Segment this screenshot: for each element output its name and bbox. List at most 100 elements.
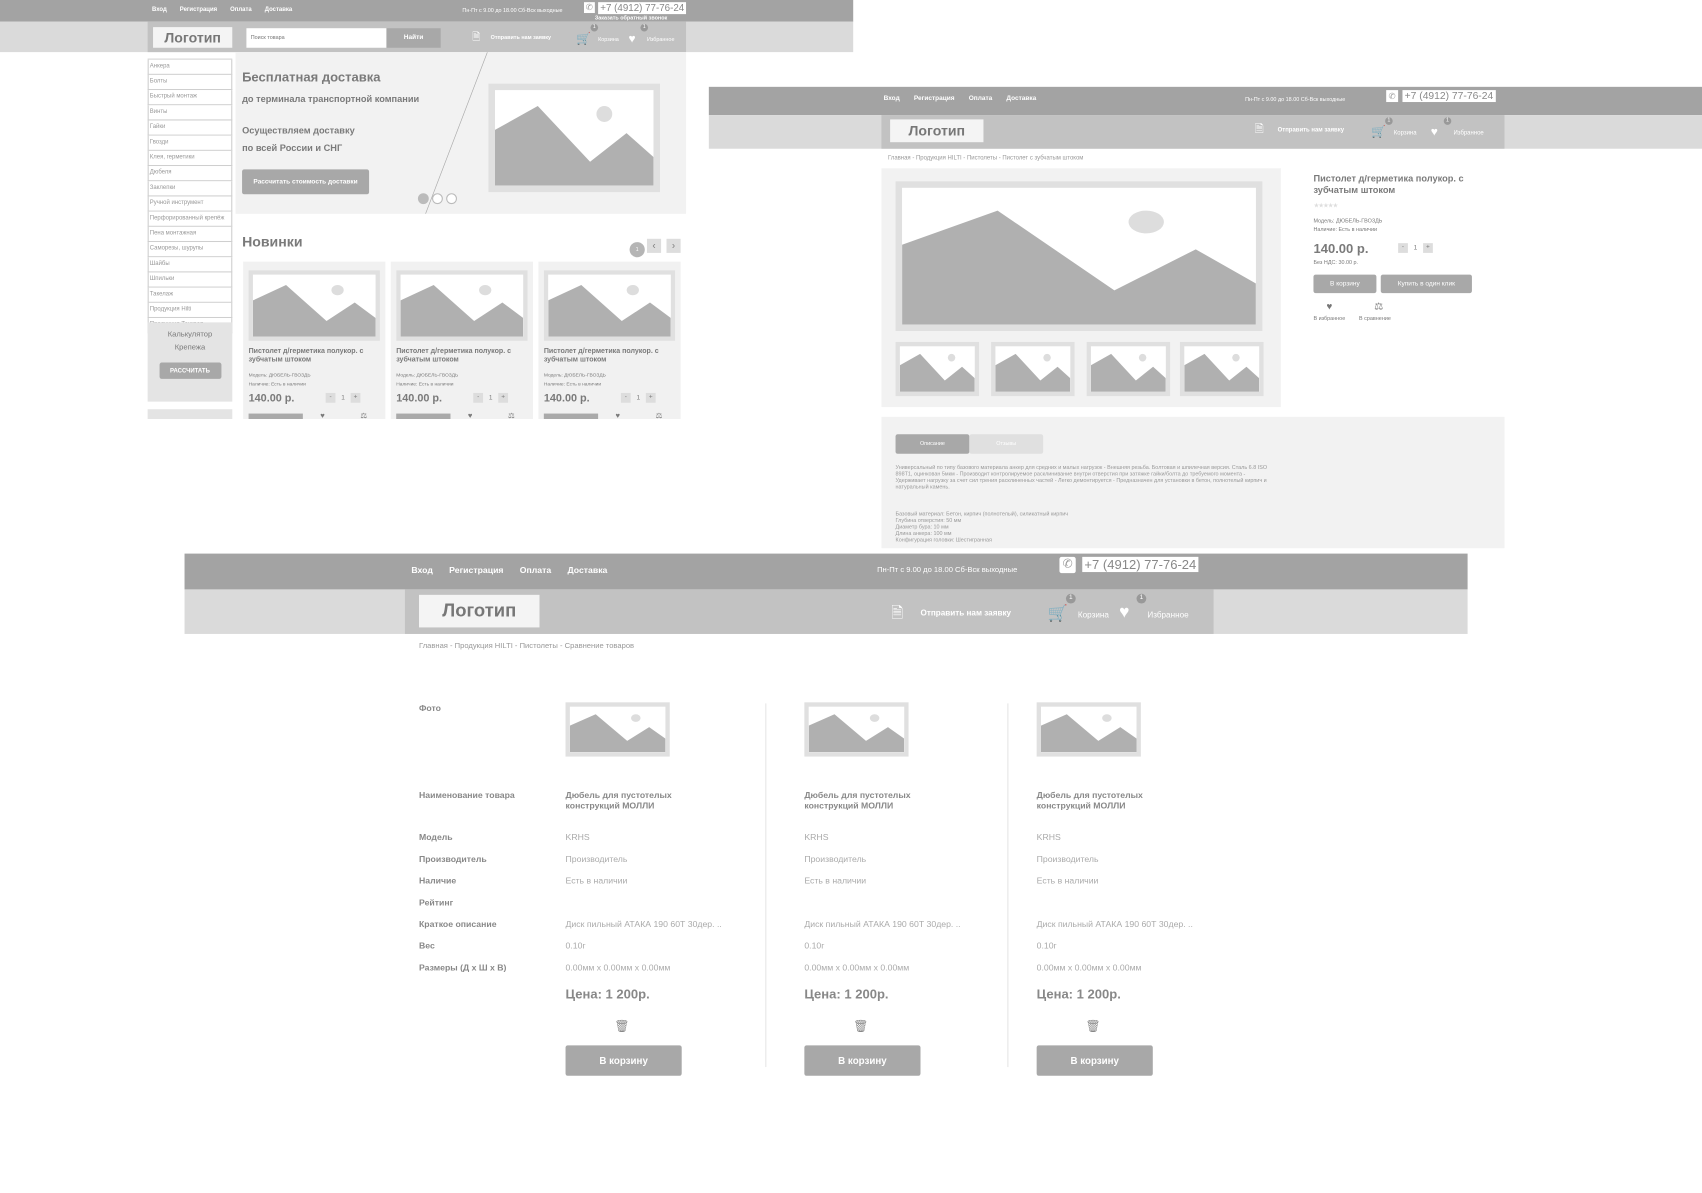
thumbnail[interactable]	[991, 341, 1075, 397]
plus-button[interactable]: +	[1423, 243, 1433, 253]
cart-icon[interactable]: 🛒	[1370, 125, 1386, 139]
quantity-value[interactable]: 1	[636, 394, 641, 402]
nav-login[interactable]: Вход	[411, 565, 433, 576]
plus-button[interactable]: +	[350, 392, 361, 403]
trash-icon[interactable]: 🗑	[853, 1020, 869, 1034]
product-image[interactable]	[565, 702, 670, 757]
prev-arrow-icon[interactable]: ‹	[646, 238, 662, 253]
thumbnail[interactable]	[895, 341, 980, 397]
calculate-button[interactable]: РАССЧИТАТЬ	[159, 362, 221, 379]
thumbnail[interactable]	[1086, 341, 1171, 397]
phone-number[interactable]: +7 (4912) 77-76-24	[598, 2, 687, 15]
favorites-link[interactable]: Избранное	[1147, 610, 1189, 620]
product-name[interactable]: Дюбель для пустотелых конструкций МОЛЛИ	[1036, 790, 1143, 811]
rating-stars[interactable]: ★★★★★	[1313, 202, 1338, 210]
product-image[interactable]	[248, 270, 380, 341]
cart-link[interactable]: Корзина	[1393, 130, 1417, 137]
next-arrow-icon[interactable]: ›	[666, 238, 681, 253]
sidebar-item[interactable]: Такелаж	[147, 287, 233, 303]
product-card[interactable]: Пистолет д/герметика полукор. с зубчатым…	[390, 261, 533, 420]
add-to-compare-link[interactable]: В сравнение	[1359, 315, 1391, 323]
nav-payment[interactable]: Оплата	[230, 6, 252, 14]
one-click-buy-button[interactable]: Купить в один клик	[1380, 274, 1472, 294]
phone-number[interactable]: +7 (4912) 77-76-24	[1082, 556, 1199, 573]
logo[interactable]: Логотип	[153, 27, 233, 48]
product-name[interactable]: Дюбель для пустотелых конструкций МОЛЛИ	[804, 790, 911, 811]
request-link[interactable]: Отправить нам заявку	[490, 34, 552, 42]
trash-icon[interactable]: 🗑	[1085, 1020, 1101, 1034]
nav-login[interactable]: Вход	[883, 95, 900, 103]
nav-register[interactable]: Регистрация	[913, 95, 955, 103]
nav-payment[interactable]: Оплата	[519, 565, 552, 576]
sidebar-item[interactable]: Болты	[147, 74, 233, 91]
nav-register[interactable]: Регистрация	[449, 565, 504, 576]
plus-button[interactable]: +	[498, 392, 509, 403]
nav-delivery[interactable]: Доставка	[567, 565, 608, 576]
cart-icon[interactable]: 🛒	[576, 32, 592, 46]
heart-icon[interactable]: ♥	[615, 412, 620, 420]
product-name[interactable]: Пистолет д/герметика полукор. с зубчатым…	[396, 347, 512, 364]
scales-icon[interactable]: ⚖	[508, 412, 515, 420]
callback-link[interactable]: Заказать обратный звонок	[594, 15, 668, 22]
thumbnail[interactable]	[1179, 341, 1264, 397]
slider-dot-2[interactable]	[432, 193, 443, 205]
product-name[interactable]: Дюбель для пустотелых конструкций МОЛЛИ	[565, 790, 672, 811]
favorites-link[interactable]: Избранное	[646, 36, 675, 44]
sidebar-item[interactable]: Винты	[147, 105, 233, 121]
slider-dot-1[interactable]	[417, 193, 429, 205]
product-image[interactable]	[1036, 702, 1141, 757]
breadcrumb[interactable]: Главная - Продукция HILTI - Пистолеты - …	[419, 642, 635, 651]
minus-button[interactable]: -	[620, 392, 631, 403]
product-card[interactable]: Пистолет д/герметика полукор. с зубчатым…	[243, 261, 386, 420]
quantity-stepper[interactable]: -1 +	[473, 392, 509, 403]
product-image[interactable]	[543, 270, 676, 341]
sidebar-item[interactable]: Продукция Hilti	[147, 302, 233, 319]
sidebar-item[interactable]: Саморезы, шурупы	[147, 242, 233, 258]
search-button[interactable]: Найти	[386, 28, 441, 48]
quantity-value[interactable]: 1	[1413, 244, 1418, 252]
add-to-cart-button[interactable]	[248, 413, 303, 420]
product-name[interactable]: Пистолет д/герметика полукор. с зубчатым…	[543, 347, 659, 364]
heart-icon[interactable]: ♥	[1119, 603, 1130, 622]
sidebar-item[interactable]: Клея, герметики	[147, 150, 233, 167]
plus-button[interactable]: +	[645, 392, 656, 403]
slider-dot-3[interactable]	[446, 193, 457, 205]
delivery-cost-button[interactable]: Рассчитать стоимость доставки	[242, 169, 370, 195]
tab-reviews[interactable]: Отзывы	[969, 434, 1044, 454]
scales-icon[interactable]: ⚖	[1374, 300, 1384, 312]
add-to-cart-button[interactable]	[396, 413, 451, 420]
quantity-stepper[interactable]: -1 +	[325, 392, 361, 403]
sidebar-item[interactable]: Ручной инструмент	[147, 196, 233, 212]
sidebar-item[interactable]: Шайбы	[147, 257, 233, 273]
minus-button[interactable]: -	[325, 392, 336, 403]
sidebar-item[interactable]: Шпильки	[147, 272, 233, 288]
sidebar-item[interactable]: Перфорированный крепёж	[147, 211, 233, 227]
nav-payment[interactable]: Оплата	[968, 95, 993, 103]
nav-register[interactable]: Регистрация	[179, 6, 218, 14]
sidebar-item[interactable]: Заклепки	[147, 181, 233, 197]
heart-icon[interactable]: ♥	[1326, 300, 1333, 312]
add-to-cart-button[interactable]: В корзину	[804, 1045, 921, 1076]
logo[interactable]: Логотип	[890, 119, 984, 143]
trash-icon[interactable]: 🗑	[614, 1020, 630, 1034]
add-to-favorites-link[interactable]: В избранное	[1313, 315, 1346, 323]
breadcrumb[interactable]: Главная - Продукция HILTI - Пистолеты - …	[887, 155, 1084, 162]
minus-button[interactable]: -	[473, 392, 484, 403]
quantity-value[interactable]: 1	[341, 394, 345, 402]
cart-link[interactable]: Корзина	[1077, 610, 1109, 620]
heart-icon[interactable]: ♥	[628, 32, 636, 46]
minus-button[interactable]: -	[1398, 243, 1408, 253]
logo[interactable]: Логотип	[419, 594, 540, 628]
heart-icon[interactable]: ♥	[320, 412, 325, 420]
scales-icon[interactable]: ⚖	[360, 412, 368, 420]
product-image[interactable]	[396, 270, 528, 341]
add-to-cart-button[interactable]: В корзину	[565, 1045, 682, 1076]
product-name[interactable]: Пистолет д/герметика полукор. с зубчатым…	[248, 347, 364, 364]
heart-icon[interactable]: ♥	[1430, 125, 1438, 139]
sidebar-item[interactable]: Гвозди	[147, 135, 233, 151]
quantity-stepper[interactable]: -1 +	[620, 392, 656, 403]
add-to-cart-button[interactable]	[543, 413, 599, 420]
nav-login[interactable]: Вход	[151, 6, 167, 14]
phone-number[interactable]: +7 (4912) 77-76-24	[1402, 90, 1496, 103]
request-link[interactable]: Отправить нам заявку	[1277, 127, 1345, 134]
